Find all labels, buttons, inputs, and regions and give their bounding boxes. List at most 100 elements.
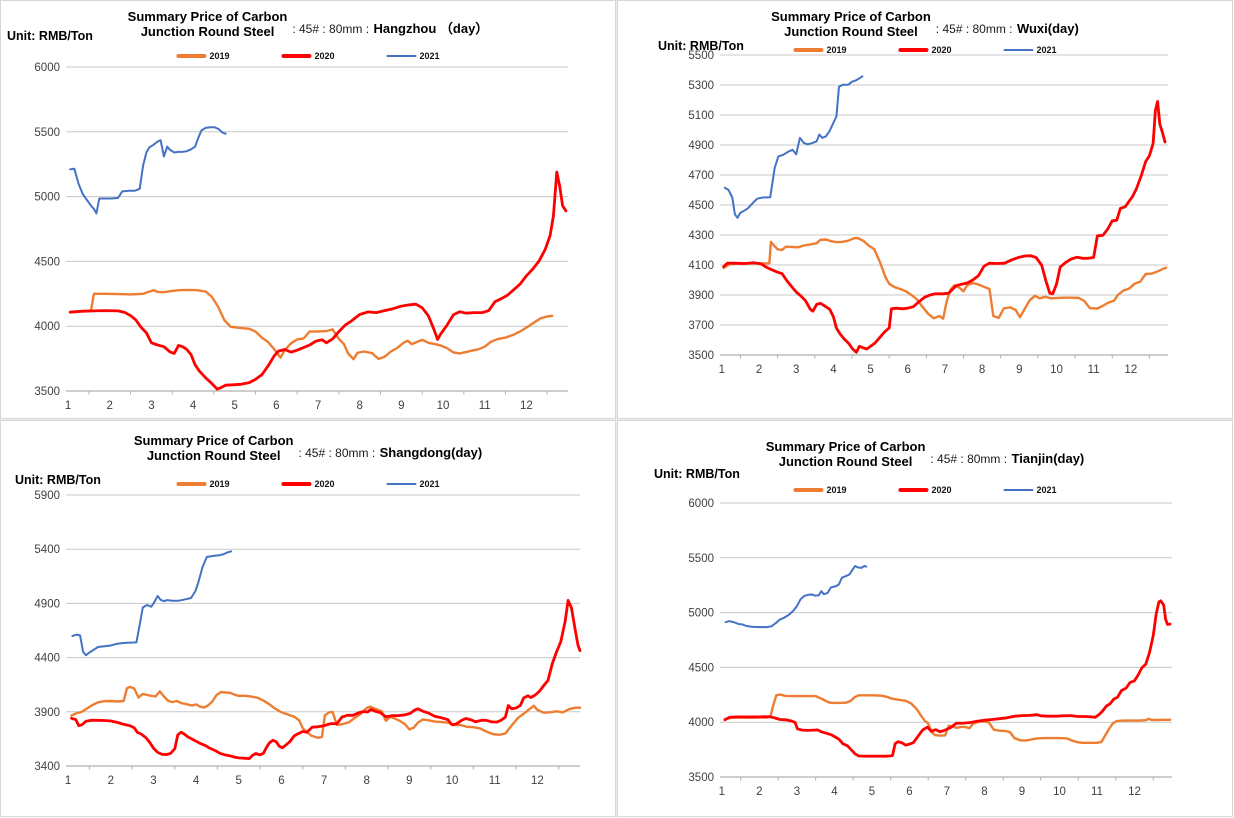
series-line-2019 <box>722 236 1168 320</box>
series-line-2021 <box>71 550 233 657</box>
legend-item-2020: 2020 <box>898 45 952 55</box>
series-line-2020 <box>70 599 582 761</box>
x-axis-label: 4 <box>831 786 838 798</box>
chart-title: Summary Price of Carbon Junction Round S… <box>618 439 1232 469</box>
x-axis-label: 1 <box>65 400 71 412</box>
legend: 2019 2020 2021 <box>793 485 1057 495</box>
y-axis-label: 5000 <box>34 192 60 204</box>
line-chart: 5500 5300 5100 4900 4700 4500 4300 4100 3900 3700… <box>688 50 1168 376</box>
legend: 2019 2020 2021 <box>176 479 440 489</box>
legend-label: 2020 <box>931 45 952 55</box>
x-axis-label: 7 <box>944 786 950 798</box>
x-axis-label: 5 <box>867 364 873 376</box>
chart-title-line2: Junction Round Steel <box>778 454 913 469</box>
chart-title-main: Summary Price of Carbon Junction Round S… <box>766 439 926 469</box>
x-axis-label: 10 <box>1053 786 1066 798</box>
chart-title-main: Summary Price of Carbon Junction Round S… <box>771 9 931 39</box>
x-axis-label: 10 <box>1050 364 1063 376</box>
legend-line-swatch <box>793 488 824 492</box>
legend-item-2020: 2020 <box>281 51 335 61</box>
x-axis-label: 8 <box>981 786 987 798</box>
legend-label: 2020 <box>314 479 335 489</box>
x-axis-label: 4 <box>830 364 837 376</box>
x-axis-label: 2 <box>108 775 114 787</box>
x-axis-label: 6 <box>273 400 279 412</box>
chart-title-main: Summary Price of Carbon Junction Round S… <box>128 9 288 39</box>
chart-title: Summary Price of Carbon Junction Round S… <box>1 9 615 39</box>
x-axis-label: 12 <box>531 775 544 787</box>
legend-line-swatch <box>1003 488 1034 492</box>
x-axis-label: 3 <box>793 364 799 376</box>
series-line-2019 <box>70 685 582 740</box>
series-line-2021 <box>69 126 227 215</box>
legend-line-swatch <box>281 482 312 486</box>
y-axis-label: 4000 <box>688 717 714 729</box>
chart-panel-wuxi: Summary Price of Carbon Junction Round S… <box>617 0 1233 419</box>
y-axis-label: 5500 <box>688 553 714 565</box>
legend-item-2021: 2021 <box>1003 485 1057 495</box>
y-axis-label: 5000 <box>688 608 714 620</box>
y-axis-label: 5500 <box>34 127 60 139</box>
x-axis-label: 4 <box>190 400 197 412</box>
x-axis-label: 7 <box>942 364 948 376</box>
y-axis-label: 3500 <box>34 386 60 398</box>
chart-title-line1: Summary Price of Carbon <box>771 9 931 24</box>
chart-title-spec: : 45# : 80mm : Tianjin(day) <box>930 450 1084 469</box>
x-axis-label: 3 <box>150 775 156 787</box>
y-axis-label: 3400 <box>34 761 60 773</box>
chart-title-line2: Junction Round Steel <box>784 24 918 39</box>
chart-title-line1: Summary Price of Carbon <box>127 9 288 24</box>
y-axis-label: 4400 <box>34 653 60 665</box>
x-axis-label: 9 <box>398 400 404 412</box>
x-axis-label: 10 <box>446 775 459 787</box>
x-axis-label: 1 <box>719 364 725 376</box>
y-axis-label: 4900 <box>34 598 60 610</box>
x-axis-label: 2 <box>756 786 762 798</box>
unit-label: Unit: RMB/Ton <box>654 467 740 481</box>
legend-line-swatch <box>176 54 207 58</box>
y-axis-label: 4700 <box>688 170 714 182</box>
legend-label: 2021 <box>1036 485 1057 495</box>
legend-item-2019: 2019 <box>793 45 846 55</box>
x-axis-label: 8 <box>364 775 370 787</box>
chart-title-spec: : 45# : 80mm : Shangdong(day) <box>298 444 482 463</box>
x-axis-label: 7 <box>315 400 321 412</box>
y-axis-label: 4900 <box>688 140 714 152</box>
x-axis-label: 7 <box>321 775 327 787</box>
x-axis-label: 1 <box>65 775 71 787</box>
x-axis-label: 3 <box>794 786 800 798</box>
series-line-2021 <box>724 565 868 629</box>
series-line-2021 <box>723 75 864 219</box>
x-axis-label: 9 <box>1016 364 1022 376</box>
y-axis-label: 5500 <box>688 50 714 62</box>
chart-panel-tianjin: Summary Price of Carbon Junction Round S… <box>617 420 1233 817</box>
x-axis-label: 10 <box>437 400 450 412</box>
series-line-2019 <box>723 693 1172 745</box>
city-text: Wuxi(day) <box>1016 21 1079 36</box>
unit-label: Unit: RMB/Ton <box>7 29 93 43</box>
y-axis-label: 4500 <box>688 200 714 212</box>
chart-panel-hangzhou: Summary Price of Carbon Junction Round S… <box>0 0 616 419</box>
legend-label: 2019 <box>826 45 847 55</box>
legend-label: 2020 <box>931 485 952 495</box>
x-axis-label: 4 <box>193 775 200 787</box>
legend-item-2019: 2019 <box>793 485 846 495</box>
legend-line-swatch <box>176 482 207 486</box>
city-text: Hangzhou （day） <box>373 21 489 36</box>
y-axis-label: 3500 <box>688 350 714 362</box>
legend-line-swatch <box>386 482 417 486</box>
x-axis-label: 6 <box>906 786 912 798</box>
legend-label: 2021 <box>1036 45 1057 55</box>
y-axis-label: 4500 <box>688 662 714 674</box>
legend-item-2021: 2021 <box>1003 45 1057 55</box>
legend-item-2020: 2020 <box>898 485 952 495</box>
series-line-2019 <box>68 288 554 361</box>
legend-line-swatch <box>898 488 929 492</box>
y-axis-label: 4100 <box>688 260 714 272</box>
series-line-2020 <box>722 100 1167 354</box>
x-axis-label: 1 <box>719 786 725 798</box>
